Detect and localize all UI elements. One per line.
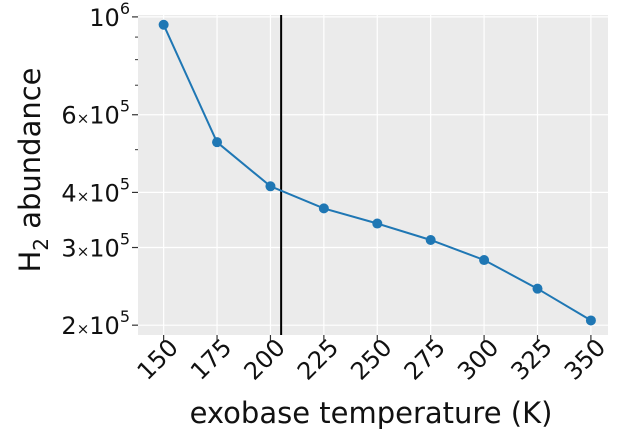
data-point: [425, 235, 436, 246]
data-point: [212, 137, 223, 148]
x-tick-label: 250: [345, 333, 397, 385]
x-axis-title: exobase temperature (K): [190, 396, 553, 430]
y-tick-label: 3×105: [61, 230, 130, 263]
x-tick-label: 150: [132, 333, 184, 385]
data-point: [265, 181, 276, 192]
y-axis-title-subscript: 2: [29, 238, 53, 251]
y-tick-label: 106: [89, 0, 130, 32]
data-point: [532, 283, 543, 294]
y-axis-title: H2 abundance: [13, 67, 53, 272]
x-tick-label: 325: [506, 333, 558, 385]
x-tick-label: 300: [452, 333, 504, 385]
y-tick-label: 4×105: [61, 174, 130, 207]
data-point: [585, 315, 596, 326]
plot-background: [138, 15, 608, 335]
y-tick-label: 2×105: [61, 307, 130, 340]
y-tick-label: 6×105: [61, 97, 130, 130]
x-axis-ticks: 150 175 200 225 250 275 300 325 350: [132, 333, 611, 385]
x-tick-label: 275: [399, 333, 451, 385]
data-point: [318, 203, 329, 214]
y-axis-ticks: 2×105 3×105 4×105 6×105 106: [61, 0, 138, 340]
x-tick-label: 200: [239, 333, 291, 385]
data-point: [372, 218, 383, 229]
data-point: [479, 255, 490, 266]
data-point: [158, 19, 169, 30]
x-tick-label: 225: [292, 333, 344, 385]
data-points: [158, 19, 596, 326]
x-tick-label: 175: [185, 333, 237, 385]
x-tick-label: 350: [559, 333, 611, 385]
grid: [138, 15, 608, 335]
